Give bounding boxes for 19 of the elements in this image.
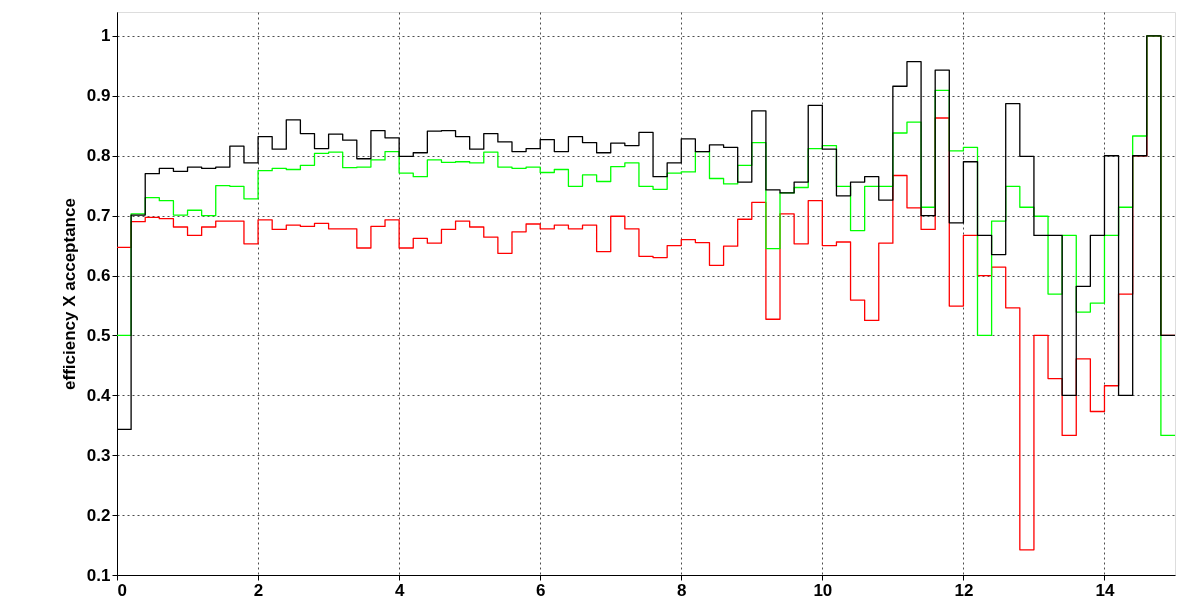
y-tick-label: 0.4 <box>86 385 112 405</box>
y-tick-label: 0.6 <box>86 266 111 286</box>
y-tick-label: 0.7 <box>86 206 111 226</box>
x-tick-label: 6 <box>535 580 546 598</box>
y-axis-title: efficiency X acceptance <box>59 198 79 390</box>
x-tick-label: 10 <box>813 580 833 598</box>
x-tick-label: 0 <box>117 580 127 598</box>
y-tick-label: 0.8 <box>86 146 111 166</box>
x-tick-label: 12 <box>954 580 974 598</box>
x-tick-label: 2 <box>253 580 264 598</box>
y-tick-label: 0.1 <box>86 565 111 585</box>
x-tick-label: 14 <box>1095 580 1115 598</box>
y-tick-label: 0.2 <box>86 505 111 525</box>
y-tick-label: 0.9 <box>86 86 111 106</box>
y-tick-label: 0.5 <box>86 325 111 345</box>
x-tick-label: 8 <box>677 580 687 598</box>
y-tick-label: 0.3 <box>86 445 111 465</box>
y-tick-label: 1 <box>101 26 111 46</box>
x-tick-label: 4 <box>394 580 405 598</box>
